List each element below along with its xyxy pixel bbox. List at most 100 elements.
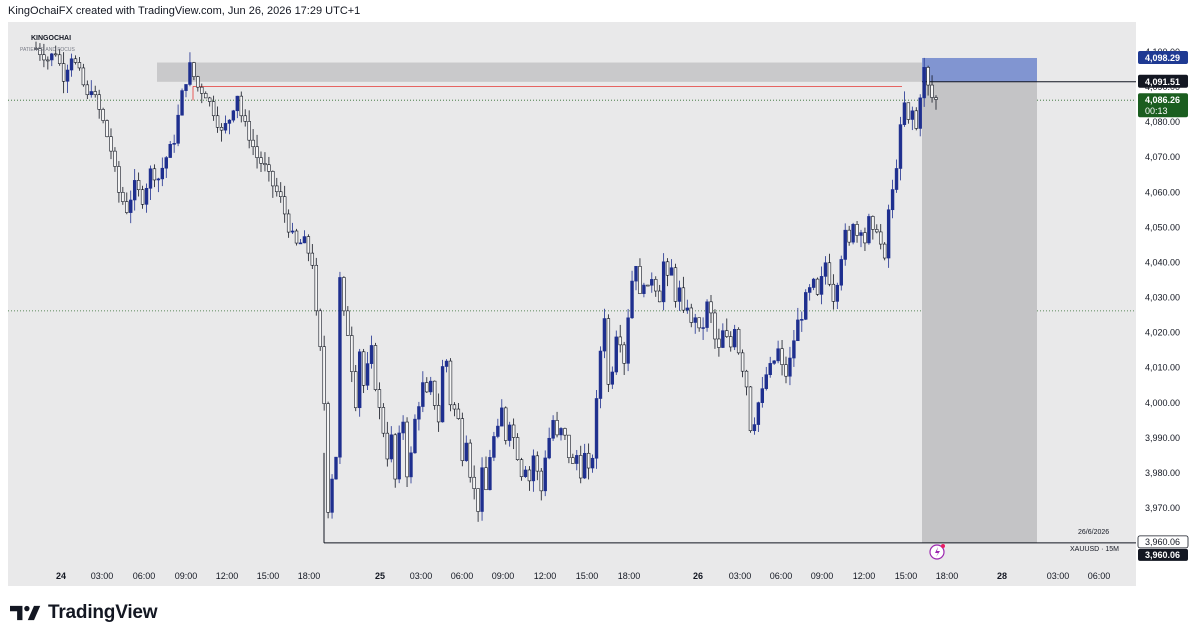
candle-body: [764, 374, 768, 389]
time-tick-label: 03:00: [410, 571, 433, 581]
candles-group: [34, 41, 938, 522]
candle-body: [267, 164, 271, 172]
candle-body: [65, 69, 70, 82]
watermark-name: KINGOCHAI: [31, 35, 71, 42]
candle-body: [535, 455, 540, 472]
chart-caption: KingOchaiFX created with TradingView.com…: [8, 5, 361, 17]
symbol-label: XAUUSD · 15M: [1070, 546, 1119, 553]
time-tick-label: 28: [997, 571, 1007, 581]
price-tick-label: 3,970.00: [1145, 503, 1180, 513]
candle-body: [721, 330, 725, 348]
candle-body: [784, 364, 788, 377]
candle-body: [61, 63, 66, 82]
candle-body: [756, 402, 761, 425]
candle-body: [235, 95, 240, 112]
tradingview-logo[interactable]: TradingView: [10, 600, 158, 626]
candle-body: [705, 301, 709, 328]
candle-body: [642, 284, 646, 294]
candle-body: [590, 457, 595, 469]
candle-body: [496, 425, 500, 437]
time-tick-label: 12:00: [853, 571, 876, 581]
candle-body: [661, 261, 666, 303]
candle-body: [930, 84, 934, 98]
candle-body: [46, 59, 50, 62]
position-stop-zone[interactable]: [922, 81, 1037, 543]
candle-body: [69, 58, 74, 71]
candle-body: [334, 456, 338, 480]
supply-zone[interactable]: [157, 62, 922, 82]
candle-body: [823, 262, 828, 277]
candle-body: [81, 67, 86, 86]
time-tick-label: 06:00: [770, 571, 793, 581]
candle-body: [105, 120, 109, 138]
candle-body: [377, 389, 382, 408]
candle-body: [231, 110, 236, 121]
time-tick-label: 18:00: [936, 571, 959, 581]
candle-body: [863, 232, 867, 244]
candle-body: [736, 328, 741, 354]
candle-body: [523, 469, 528, 477]
candle-body: [890, 189, 895, 211]
price-tick-label: 3,980.00: [1145, 468, 1180, 478]
candle-body: [421, 382, 425, 407]
candle-body: [543, 457, 547, 492]
candlestick-chart[interactable]: KINGOCHAI PATIENCE AND FOCUS 4,100.004,0…: [0, 0, 1200, 600]
candle-body: [579, 455, 583, 479]
time-tick-label: 18:00: [298, 571, 321, 581]
candle-body: [602, 318, 607, 352]
candle-body: [417, 406, 421, 420]
candle-body: [472, 476, 476, 489]
candle-body: [393, 434, 397, 480]
time-tick-label: 06:00: [1088, 571, 1111, 581]
candle-body: [38, 48, 42, 55]
candle-body: [630, 280, 634, 319]
candle-body: [551, 420, 555, 439]
position-tp-zone[interactable]: [922, 57, 1037, 82]
candle-body: [634, 266, 638, 282]
candle-body: [346, 310, 350, 336]
candle-body: [132, 180, 137, 201]
candle-body: [476, 488, 480, 512]
candle-body: [326, 403, 330, 513]
time-tick-label: 26: [693, 571, 703, 581]
candle-body: [606, 318, 611, 385]
price-tick-label: 4,060.00: [1145, 187, 1180, 197]
candle-body: [436, 405, 441, 423]
price-tick-label: 4,080.00: [1145, 117, 1180, 127]
candle-body: [330, 478, 334, 513]
candle-body: [460, 418, 465, 461]
alert-icon[interactable]: [929, 544, 945, 560]
candle-body: [204, 93, 208, 99]
candle-body: [500, 407, 504, 427]
candle-body: [211, 101, 216, 117]
candle-body: [322, 346, 326, 404]
candle-body: [207, 97, 212, 102]
candle-body: [804, 292, 808, 320]
time-tick-label: 06:00: [451, 571, 474, 581]
candle-body: [215, 115, 220, 128]
time-axis[interactable]: [8, 566, 1136, 586]
time-tick-label: 12:00: [216, 571, 239, 581]
price-tick-label: 4,040.00: [1145, 257, 1180, 267]
candle-body: [507, 424, 512, 441]
candle-body: [559, 428, 563, 436]
candle-body: [894, 168, 899, 190]
tp-price-badge: 4,098.29: [1138, 50, 1188, 64]
candle-body: [200, 86, 204, 94]
candle-body: [239, 95, 243, 117]
candle-body: [440, 366, 445, 423]
time-tick-label: 24: [56, 571, 66, 581]
candle-body: [444, 360, 449, 367]
candle-body: [89, 91, 93, 96]
candle-body: [673, 267, 678, 302]
date-label: 26/6/2026: [1078, 529, 1109, 536]
price-tick-label: 4,010.00: [1145, 363, 1180, 373]
candle-body: [318, 310, 322, 347]
candle-body: [827, 262, 832, 285]
candle-body: [622, 344, 626, 364]
candle-body: [555, 420, 559, 436]
candle-body: [432, 380, 437, 406]
time-tick-label: 15:00: [576, 571, 599, 581]
candle-body: [768, 363, 772, 375]
candle-body: [685, 307, 690, 311]
